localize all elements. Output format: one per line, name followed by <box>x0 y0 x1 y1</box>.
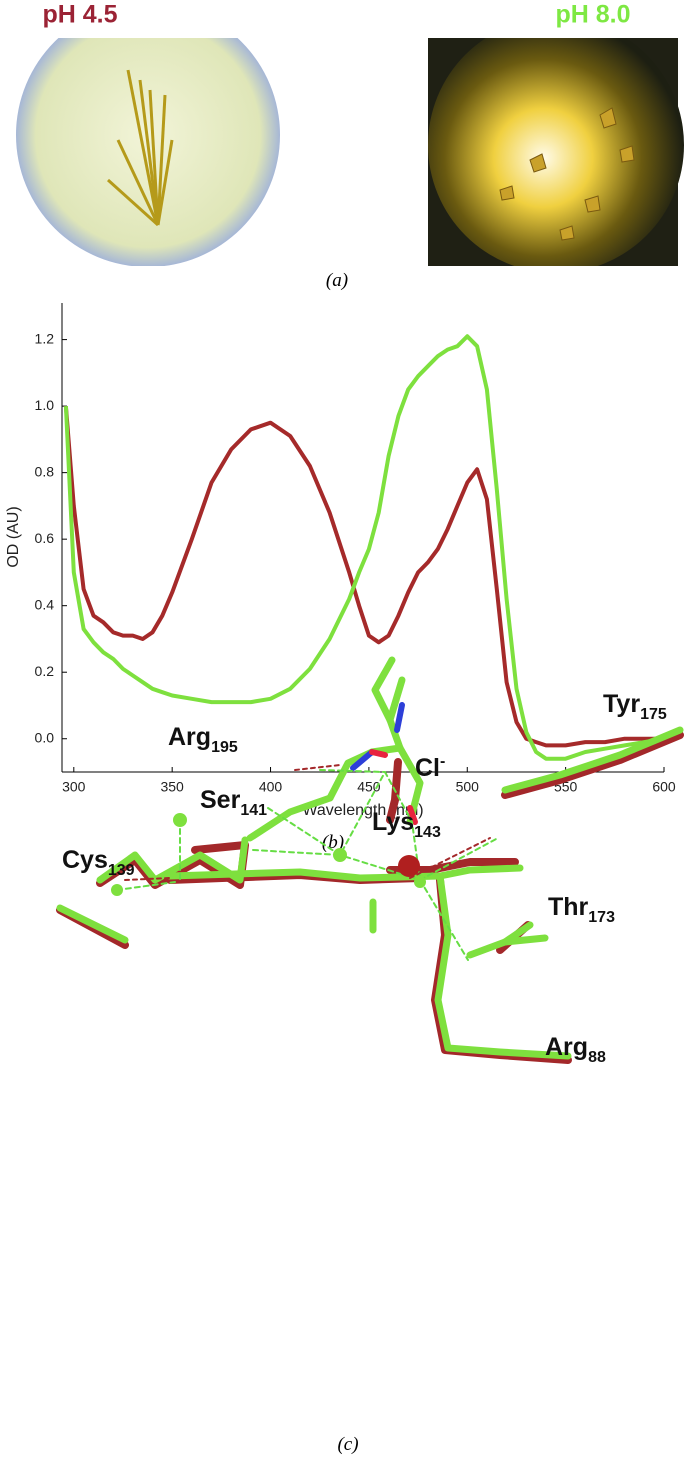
y-tick-label: 0.4 <box>35 596 55 612</box>
caption-a: (a) <box>326 270 348 291</box>
crystals-blocks <box>499 107 635 241</box>
residue-name: Ser <box>200 786 241 814</box>
caption-c: (c) <box>337 1434 358 1455</box>
y-axis-label: OD (AU) <box>5 506 22 567</box>
residue-label: Cys139 <box>62 846 135 879</box>
ph-label-left: pH 4.5 <box>42 1 117 29</box>
structure <box>56 656 684 1064</box>
residue-name: Arg <box>545 1033 588 1061</box>
residue-number: 88 <box>588 1049 606 1066</box>
data-line <box>63 405 664 748</box>
residue-label: Arg88 <box>545 1033 606 1066</box>
residue-number: 173 <box>588 909 615 926</box>
y-tick-label: 0.8 <box>35 463 55 479</box>
y-tick-label: 1.2 <box>35 330 55 346</box>
photos <box>16 38 684 266</box>
x-tick-label: 350 <box>160 779 184 795</box>
residue-name: Lys <box>372 808 414 836</box>
y-tick-label: 0.0 <box>35 729 55 745</box>
residue-label: Thr173 <box>548 893 615 926</box>
droplet-right <box>428 38 684 266</box>
residue-name: Arg <box>168 723 211 751</box>
residue-number: 141 <box>240 802 267 819</box>
crystals-needles <box>106 69 174 227</box>
residue-number: 195 <box>211 739 238 756</box>
y-tick-label: 0.6 <box>35 530 55 546</box>
residue-number: 143 <box>414 824 441 841</box>
x-tick-label: 600 <box>652 779 676 795</box>
residue-labels: Lys143Arg195Tyr175Cl-Ser141Cys139Thr173A… <box>62 690 667 1066</box>
x-tick-label: 300 <box>62 779 86 795</box>
charge: - <box>440 753 445 770</box>
residue-label: Ser141 <box>200 786 267 819</box>
residue-name: Cys <box>62 846 108 874</box>
y-tick-label: 1.0 <box>35 397 55 413</box>
residue-label: Cl- <box>415 753 445 782</box>
residue-number: 175 <box>640 706 667 723</box>
y-tick-label: 0.2 <box>35 663 55 679</box>
residue-label: Arg195 <box>168 723 238 756</box>
residue-name: Cl <box>415 754 440 782</box>
x-tick-label: 400 <box>259 779 283 795</box>
residue-label: Lys143 <box>372 808 441 841</box>
ph-label-right: pH 8.0 <box>555 1 630 29</box>
x-tick-label: 450 <box>357 779 381 795</box>
x-tick-label: 500 <box>456 779 480 795</box>
data-line <box>63 334 665 761</box>
residue-number: 139 <box>108 862 135 879</box>
residue-name: Tyr <box>603 690 640 718</box>
residue-name: Thr <box>548 893 589 921</box>
residue-label: Tyr175 <box>603 690 667 723</box>
